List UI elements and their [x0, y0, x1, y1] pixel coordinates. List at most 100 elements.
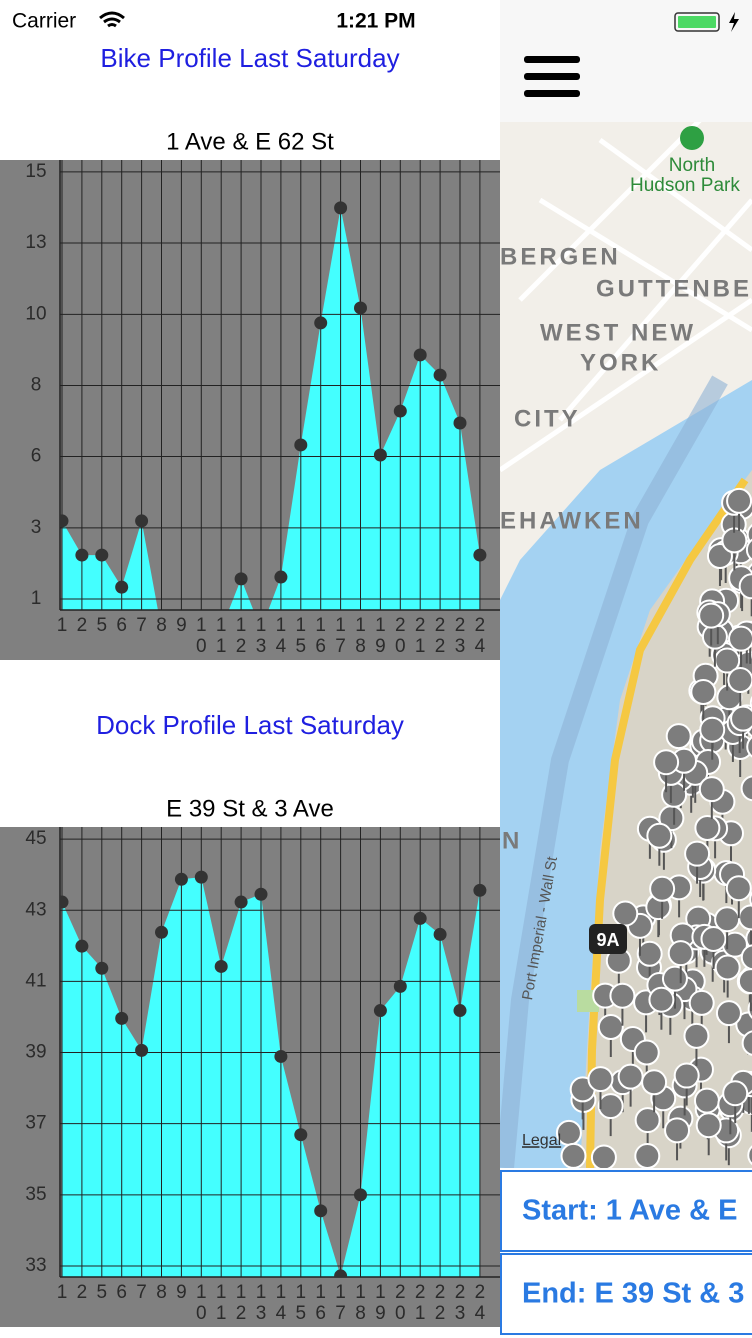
pin	[726, 487, 752, 514]
map-label: EHAWKEN	[500, 507, 644, 534]
y-tick-label: 35	[25, 1184, 46, 1205]
pin	[699, 716, 726, 743]
map-highway	[586, 477, 749, 1168]
map-label: YORK	[580, 349, 661, 376]
pin	[683, 1022, 710, 1049]
x-tick-label: 6	[116, 615, 127, 636]
data-point	[393, 979, 407, 993]
data-point	[473, 548, 487, 562]
data-point	[254, 887, 268, 901]
pin	[641, 1069, 668, 1096]
menu-bar	[524, 73, 580, 80]
chart-title: 1 Ave & E 62 St	[166, 128, 334, 155]
button-label: End: E 39 St & 3	[522, 1278, 744, 1310]
pin	[714, 906, 741, 933]
map-label: N	[502, 827, 522, 854]
map[interactable]: North Hudson Park BERGEN GUTTENBE WEST N…	[500, 120, 752, 1187]
map-label: GUTTENBE	[596, 275, 752, 302]
area	[62, 207, 480, 610]
map-label: WEST NEW	[540, 319, 696, 346]
y-tick-label: 41	[25, 970, 46, 991]
map-rail	[500, 375, 728, 1168]
pin	[693, 1087, 720, 1114]
route-label: 9A	[596, 930, 619, 950]
pin	[636, 940, 663, 967]
data-point	[373, 448, 387, 462]
pin	[730, 705, 752, 732]
data-point	[75, 548, 89, 562]
map-label: CITY	[514, 405, 581, 432]
pin	[728, 625, 752, 652]
y-tick-label: 15	[25, 161, 46, 182]
data-point	[214, 959, 228, 973]
data-point	[60, 514, 69, 528]
pin	[667, 940, 694, 967]
y-tick-label: 6	[31, 446, 42, 467]
pin	[597, 1093, 624, 1120]
menu-button[interactable]	[524, 56, 580, 97]
x-tick-label: 5	[97, 1282, 108, 1303]
pin	[715, 1000, 742, 1027]
pin	[746, 735, 752, 758]
pin	[722, 1080, 749, 1107]
legal-link[interactable]: Legal	[522, 1132, 561, 1149]
menu-bar	[524, 56, 580, 63]
data-point	[174, 872, 188, 886]
data-point	[135, 514, 149, 528]
y-tick-label: 8	[31, 374, 42, 395]
pin	[700, 925, 727, 952]
y-tick-label: 43	[25, 899, 46, 920]
pin	[587, 1066, 614, 1093]
charging-icon	[729, 12, 739, 32]
pin	[727, 667, 752, 693]
x-tick-label: 9	[176, 1282, 187, 1303]
pin	[694, 814, 721, 841]
pin	[695, 1112, 722, 1139]
pin	[634, 1143, 661, 1168]
end-button[interactable]: End: E 39 St & 3	[500, 1253, 752, 1335]
pin	[684, 840, 711, 867]
pin	[664, 1117, 691, 1144]
data-point	[433, 368, 447, 382]
x-tick-label: 8	[156, 1282, 167, 1303]
route-shield	[589, 924, 627, 954]
data-point	[95, 961, 109, 975]
x-tick-label: 1	[57, 615, 68, 636]
pin	[690, 678, 717, 705]
section-heading: Dock Profile Last Saturday	[96, 710, 404, 740]
map-label: BERGEN	[500, 243, 621, 270]
data-point	[373, 1004, 387, 1018]
start-button[interactable]: Start: 1 Ave & E	[500, 1170, 752, 1252]
pin	[740, 944, 752, 971]
pin	[646, 822, 673, 849]
time: 1:21 PM	[336, 10, 415, 33]
x-tick-label: 6	[116, 1282, 127, 1303]
button-label: Start: 1 Ave & E	[522, 1195, 737, 1227]
pin	[649, 875, 676, 902]
pin	[725, 875, 752, 902]
y-tick-label: 45	[25, 828, 46, 849]
data-point	[354, 1188, 367, 1202]
pin	[648, 986, 675, 1013]
data-point	[274, 1049, 288, 1063]
